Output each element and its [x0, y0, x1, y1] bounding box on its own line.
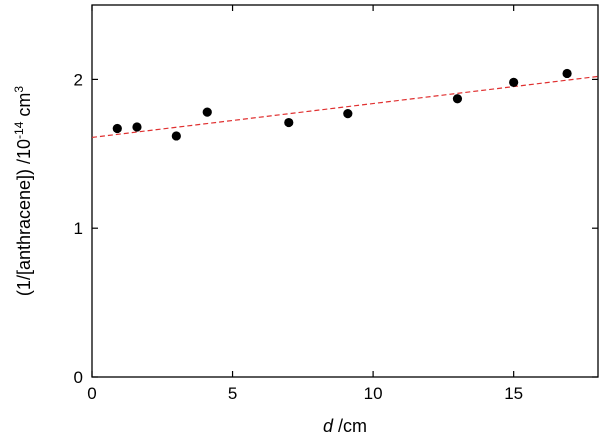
x-axis-label: d /cm — [323, 416, 367, 436]
data-point — [112, 123, 122, 134]
y-axis-ticks: 0 1 2 — [74, 70, 598, 387]
data-point — [509, 77, 519, 87]
data-point — [171, 131, 181, 141]
x-tick-label: 0 — [87, 384, 96, 403]
fit-line — [91, 75, 599, 139]
plot-frame — [91, 4, 599, 378]
data-point — [284, 117, 294, 128]
y-tick-label: 2 — [74, 70, 83, 89]
data-point — [452, 94, 463, 104]
data-point — [562, 68, 572, 79]
data-point — [202, 107, 212, 117]
data-point — [343, 109, 353, 119]
y-tick-label: 1 — [74, 219, 83, 238]
data-points — [112, 68, 572, 141]
y-tick-label: 0 — [74, 368, 83, 387]
x-tick-label: 10 — [364, 384, 383, 403]
x-axis-ticks: 0 5 10 15 — [87, 5, 523, 403]
x-tick-label: 15 — [504, 384, 523, 403]
y-axis-label: (1/[anthracene]) /10-14 cm3 — [12, 86, 34, 296]
x-tick-label: 5 — [228, 384, 237, 403]
fit-line-layer — [91, 75, 599, 139]
data-point — [132, 122, 142, 132]
